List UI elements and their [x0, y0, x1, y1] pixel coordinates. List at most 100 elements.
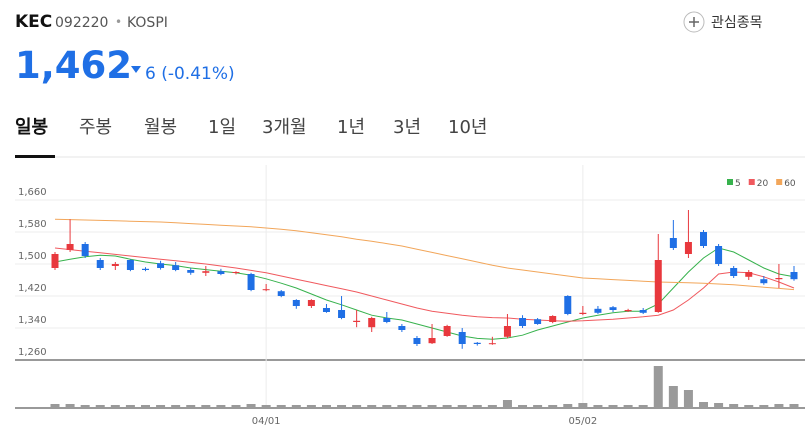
tab[interactable]: 주봉 [79, 117, 112, 138]
tab[interactable]: 3년 [393, 117, 421, 138]
volume-bar [261, 405, 271, 408]
candle-body [322, 308, 330, 312]
candle-body [564, 296, 572, 314]
y-tick-label: 1,260 [18, 347, 47, 358]
candle-body [187, 270, 195, 273]
candle-body [247, 274, 255, 290]
volume-bar [774, 404, 784, 408]
candle-body [307, 300, 315, 306]
candle-body [715, 246, 723, 264]
candle-body [458, 332, 466, 344]
watch-label: 관심종목 [711, 15, 763, 31]
candle-body [413, 338, 421, 344]
candle-body [443, 326, 451, 336]
volume-bar [729, 404, 739, 408]
y-tick-label: 1,420 [18, 283, 47, 294]
down-arrow [131, 66, 141, 73]
volume-bar [533, 405, 543, 408]
tab[interactable]: 10년 [448, 117, 487, 138]
candle-body [96, 260, 104, 268]
volume-bar [231, 405, 241, 408]
legend-label: 20 [757, 179, 769, 189]
price-change: 6 (-0.41%) [145, 64, 235, 84]
volume-bar [593, 405, 603, 408]
candle-body [262, 289, 270, 291]
volume-bar [548, 405, 558, 408]
plus-icon [683, 11, 705, 33]
volume-bar [653, 366, 663, 408]
candle-body [519, 318, 527, 326]
y-tick-label: 1,500 [18, 251, 47, 262]
volume-bar [321, 405, 331, 408]
candle-body [111, 264, 119, 266]
volume-bar [638, 405, 648, 408]
volume-bar [578, 403, 588, 408]
tabs: 일봉 주봉 월봉 1일 3개월 1년 3년 10년 [15, 117, 487, 138]
volume-bar [397, 405, 407, 408]
candle-body [654, 260, 662, 312]
volume-bar [502, 400, 512, 408]
candle-body [790, 272, 798, 280]
candle-body [684, 242, 692, 254]
volume-bar [80, 405, 90, 408]
volume-bar [744, 405, 754, 408]
separator: • [115, 15, 122, 29]
candle-body [277, 291, 285, 296]
candle-body [775, 278, 783, 280]
volume-bar [427, 405, 437, 408]
volume-bar [201, 405, 211, 408]
candle-body [669, 238, 677, 248]
volume-bar [518, 405, 528, 408]
candle-body [141, 268, 149, 270]
volume-bar [65, 404, 75, 408]
candle-body [126, 260, 134, 270]
volume-bar [487, 405, 497, 408]
candle-body [217, 271, 225, 274]
volume-bar [337, 405, 347, 408]
plus-sign [689, 17, 699, 27]
volume-bar [683, 390, 693, 408]
volume-bar [110, 405, 120, 408]
tab[interactable]: 1일 [208, 117, 236, 138]
volume-bar [50, 404, 60, 408]
candle-body [700, 232, 708, 246]
candle-body [398, 326, 406, 330]
volume-bar [563, 404, 573, 408]
legend-label: 5 [735, 179, 741, 189]
stock-code: 092220 [55, 15, 108, 31]
watch-button[interactable]: 관심종목 [683, 11, 763, 33]
candle-body [51, 254, 59, 268]
legend-swatch [776, 179, 783, 185]
volume-bar [789, 404, 799, 408]
volume-bar [457, 405, 467, 408]
candle-body [609, 307, 617, 310]
candle-body [172, 265, 180, 270]
volume-bar [306, 405, 316, 408]
tab[interactable]: 1년 [337, 117, 365, 138]
candle-body [624, 310, 632, 312]
volume-bar [623, 405, 633, 408]
tab[interactable]: 일봉 [15, 117, 48, 138]
volume-bar [171, 405, 181, 408]
tab[interactable]: 월봉 [144, 117, 177, 138]
candle-body [368, 318, 376, 328]
volume-bar [95, 405, 105, 408]
candle-body [639, 310, 647, 313]
candle-body [428, 338, 436, 344]
volume-bar [140, 405, 150, 408]
legend-label: 60 [784, 179, 796, 189]
volume-bar [216, 405, 226, 408]
volume-bar [608, 405, 618, 408]
candle-body [594, 308, 602, 313]
volume-bar [699, 402, 709, 408]
tab[interactable]: 3개월 [262, 117, 307, 138]
candle-body [579, 312, 587, 314]
candle-body [338, 310, 346, 318]
candle-body [760, 279, 768, 284]
volume-bar [156, 405, 166, 408]
volume-bar [759, 405, 769, 408]
active-tab-underline [15, 155, 55, 158]
candle-body [157, 263, 165, 268]
volume-bar [412, 405, 422, 408]
